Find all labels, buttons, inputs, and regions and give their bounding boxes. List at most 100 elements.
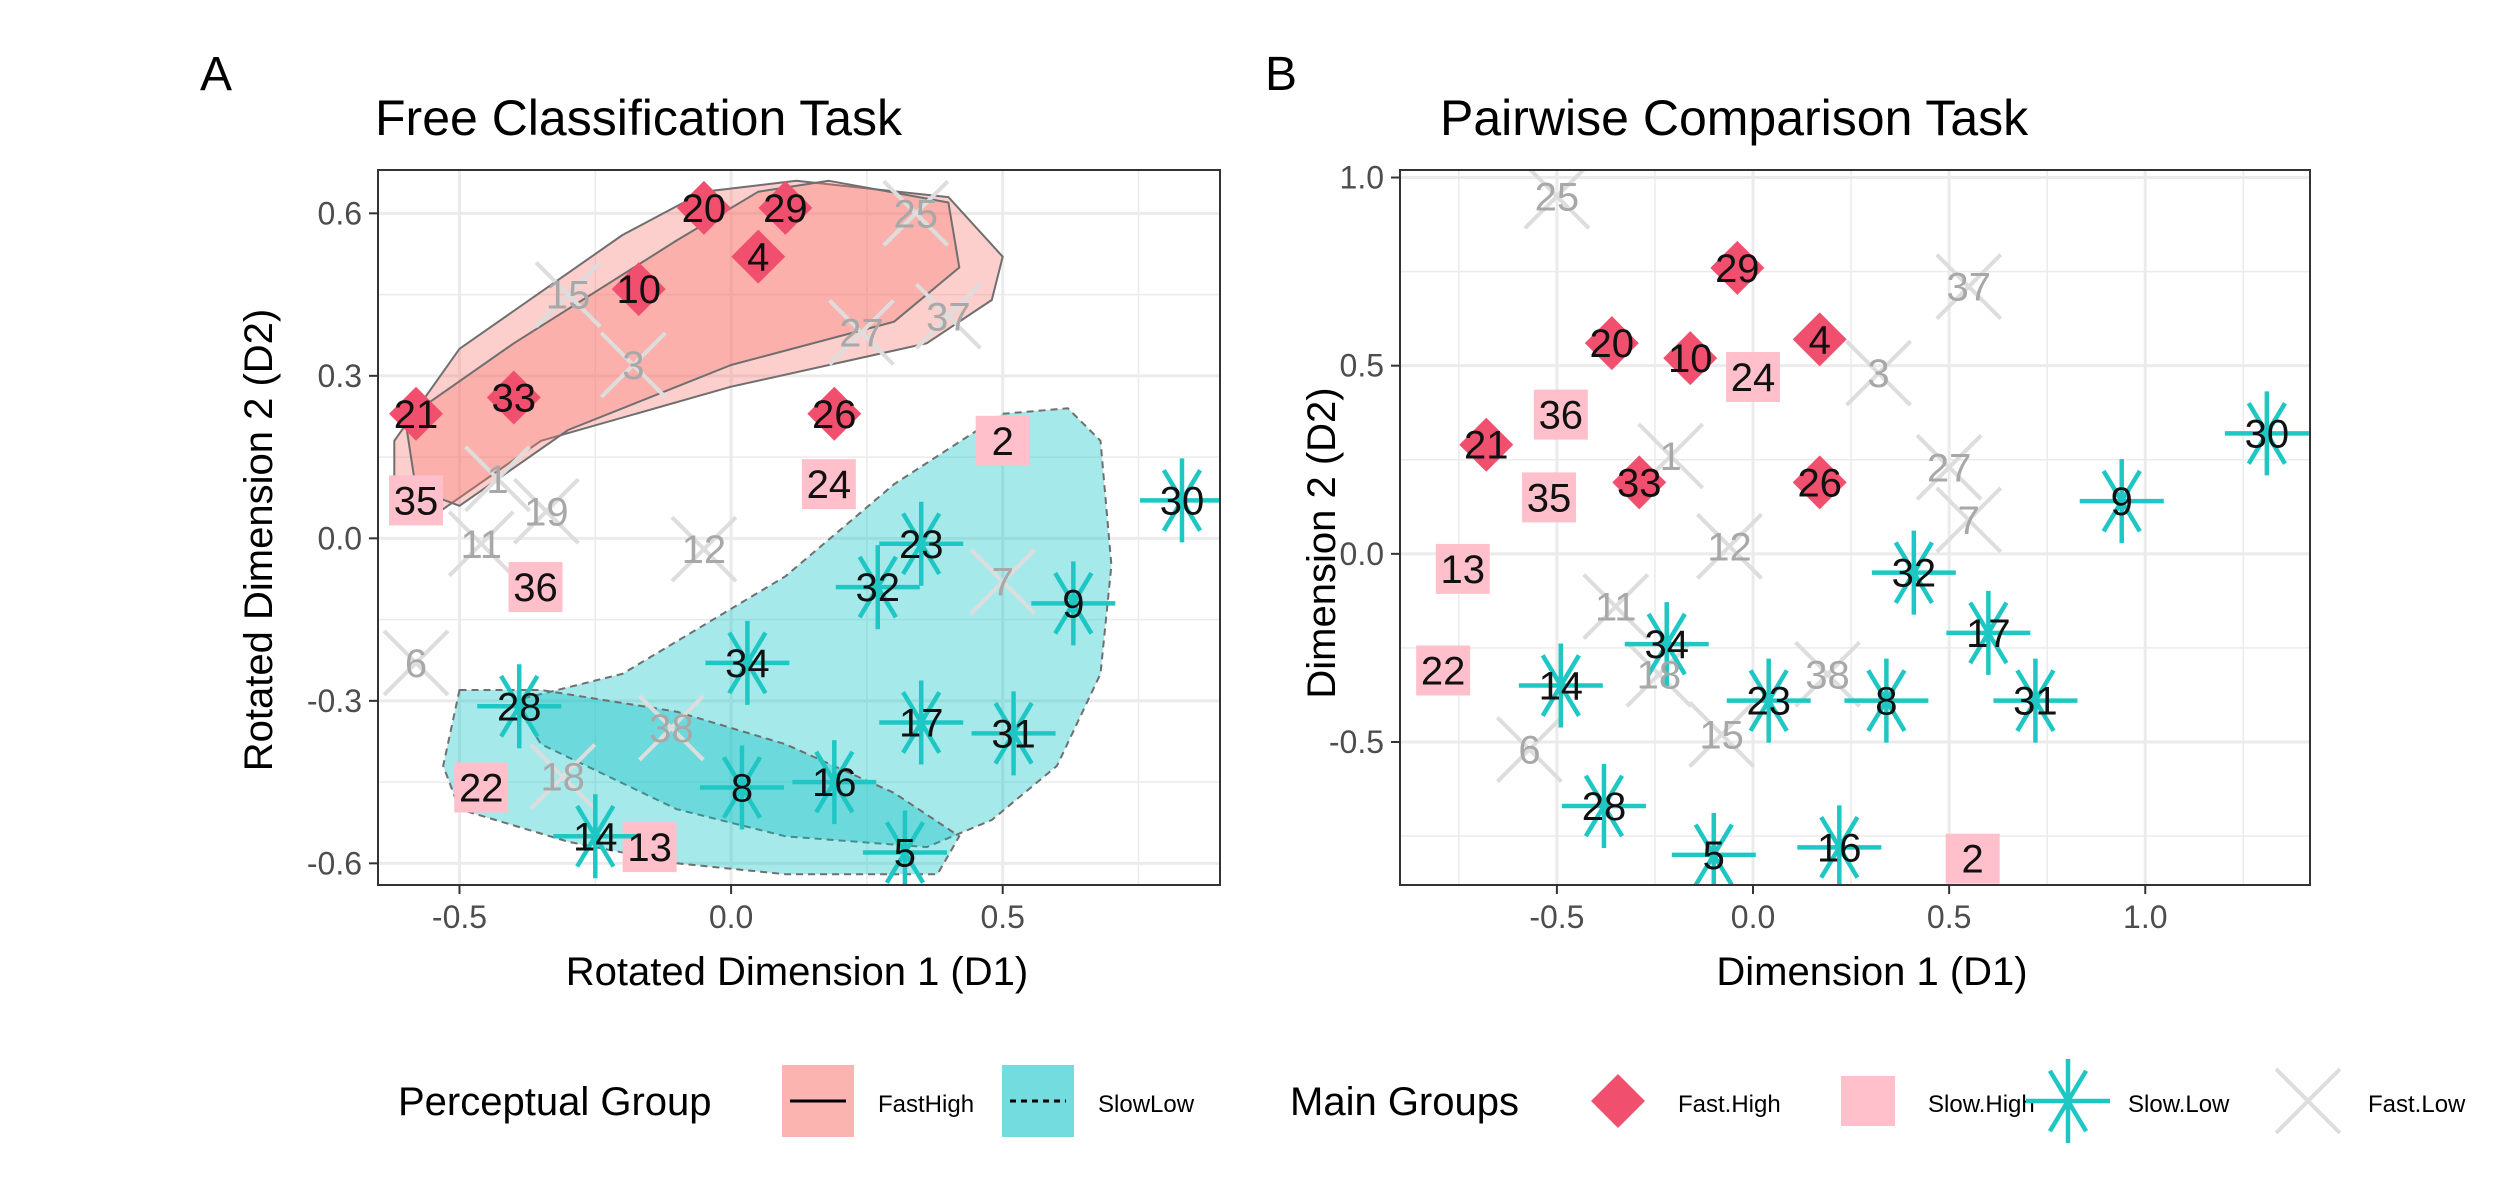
panel-a-y-tick-label: 0.3 (318, 358, 362, 394)
panel-a-point-label-38: 38 (649, 707, 694, 751)
panel-b-marker-24 (1726, 351, 1781, 402)
panel-a-marker-12 (670, 515, 738, 583)
panel-b-marker-7 (1935, 486, 2003, 554)
legend-b-key-fast-low-d2 (2274, 1067, 2342, 1135)
legend-main-groups: Main Groups Fast.High Slow.High Slow.Low Fa… (1290, 1059, 2466, 1143)
panel-b-marker-11 (1582, 573, 1650, 640)
panel-a-point-label-11: 11 (460, 523, 502, 567)
panel-a-marker-5-d2 (884, 821, 926, 884)
panel-b-marker-5-d2 (1693, 823, 1734, 885)
panel-a-marker-24 (801, 459, 856, 510)
legend-b-key-slow-high (1841, 1076, 1895, 1126)
panel-a-point-label-16: 16 (812, 761, 857, 805)
panel-b-point-label-28: 28 (1582, 785, 1627, 829)
panel-a-frame (377, 169, 1221, 886)
panel-a-y-tick-label: 0.6 (318, 195, 362, 231)
panel-b-marker-35 (1522, 472, 1577, 523)
panel-b-point-label-34: 34 (1644, 623, 1689, 667)
panel-a-marker-13 (622, 822, 677, 873)
panel-a-x-axis-label: Rotated Dimension 1 (D1) (566, 950, 1028, 994)
panel-a-hull-fasthigh-0 (393, 179, 1004, 518)
panel-a-point-label-9: 9 (1062, 582, 1084, 626)
panel-a-letter: A (200, 48, 232, 101)
panel-b-marker-2 (1945, 833, 2000, 884)
panel-a-x-tick-label: 0.5 (980, 899, 1024, 935)
panel-a-point-label-12: 12 (682, 528, 727, 572)
panel-a-marker-10 (611, 262, 666, 317)
panel-a-marker-15-d2 (534, 261, 602, 328)
panel-a-marker-34-d2 (727, 631, 768, 695)
panel-a-marker-6 (382, 629, 450, 697)
panel-a-marker-23 (879, 501, 964, 586)
panel-a-point-label-28: 28 (497, 685, 542, 729)
legend-a-title: Perceptual Group (398, 1080, 712, 1124)
panel-a-point-label-18: 18 (540, 756, 585, 800)
panel-a-marker-27 (828, 299, 895, 366)
panel-a-point-label-33: 33 (492, 377, 537, 421)
panel-b-marker-10 (1663, 331, 1718, 386)
panel-b-marker-23-d2 (1748, 669, 1789, 733)
panel-a-point-label-27: 27 (839, 312, 884, 356)
panel-b-plot-bg (1400, 170, 2310, 885)
panel-b-marker-3-d2 (1845, 339, 1912, 407)
panel-a-title: Free Classification Task (375, 90, 903, 146)
panel-b-point-label-10: 10 (1668, 337, 1713, 381)
panel-a-point-label-25: 25 (894, 192, 939, 236)
panel-b-marker-12-d2 (1696, 512, 1763, 580)
legend-b-label-fast-low: Fast.Low (2368, 1091, 2466, 1118)
panel-a-marker-11 (447, 510, 515, 578)
panel-b-point-label-38: 38 (1805, 653, 1850, 697)
panel-a-marker-19-d2 (512, 477, 580, 545)
panel-a-marker-16 (792, 740, 877, 825)
panel-b-marker-18 (1625, 640, 1693, 708)
panel-a-marker-27-d2 (828, 299, 895, 366)
panel-a-marker-5 (862, 810, 947, 885)
legend-a-label-fasthigh: FastHigh (878, 1091, 974, 1118)
panel-a-marker-38-d2 (637, 694, 705, 762)
panel-b-x-tick-label: 0.5 (1927, 899, 1971, 935)
panel-a-marker-23-d2 (901, 512, 942, 576)
panel-b-marker-4 (1792, 312, 1847, 367)
panel-b-frame (1399, 169, 2311, 886)
panel-a-point-label-31: 31 (991, 712, 1036, 756)
panel-a-marker-9-d2 (1053, 571, 1094, 635)
panel-a-point-label-36: 36 (513, 566, 558, 610)
panel-a-marker-6-d2 (382, 629, 450, 697)
panel-a-marker-36 (508, 562, 563, 613)
panel-a-marker-30 (1139, 458, 1220, 543)
panel-a-marker-7 (969, 548, 1037, 616)
panel-b-marker-34-d2 (1646, 612, 1687, 676)
panel-b-marker-6-d2 (1496, 716, 1563, 783)
panel-b-marker-32-d2 (1893, 541, 1934, 605)
panel-a-marker-3-d2 (599, 331, 667, 399)
panel-a-point-label-8: 8 (731, 767, 753, 811)
panel-b-point-label-26: 26 (1797, 461, 1842, 505)
panel-a-point-label-30: 30 (1160, 479, 1205, 523)
panel-b-point-label-15: 15 (1699, 713, 1744, 757)
panel-a-marker-17-d2 (901, 691, 942, 754)
panel-a-x-tick-label: -0.5 (432, 899, 487, 935)
panel-b-marker-3 (1845, 339, 1912, 407)
panel-a-marker-4 (731, 229, 786, 284)
panel-a-point-label-15: 15 (546, 274, 591, 318)
panel-a-marker-33 (486, 370, 541, 425)
panel-a-marker-26 (807, 386, 862, 441)
panel-b-marker-9-d2 (2101, 469, 2142, 533)
panel-a-marker-12-d2 (670, 515, 738, 583)
panel-b-point-label-30: 30 (2245, 412, 2290, 456)
panel-a-marker-9 (1031, 561, 1116, 646)
panel-a-marker-32 (835, 545, 920, 630)
panel-a-x-tick-label: 0.0 (709, 899, 753, 935)
panel-a-hull-slowlow-3 (442, 689, 961, 876)
panel-a-marker-11-d2 (447, 510, 515, 578)
panel-a-point-label-14: 14 (573, 815, 618, 859)
panel-b-point-label-32: 32 (1892, 552, 1937, 596)
legend-b-key-slow-low (2026, 1059, 2110, 1143)
panel-b-marker-18-d2 (1625, 640, 1693, 708)
panel-a-marker-1 (464, 445, 531, 513)
panel-b-marker-27-d2 (1915, 433, 1983, 501)
panel-a-y-axis-label: Rotated Dimension 2 (D2) (237, 309, 281, 771)
panel-a-marker-14 (553, 794, 638, 879)
panel-b-marker-27 (1915, 433, 1983, 501)
